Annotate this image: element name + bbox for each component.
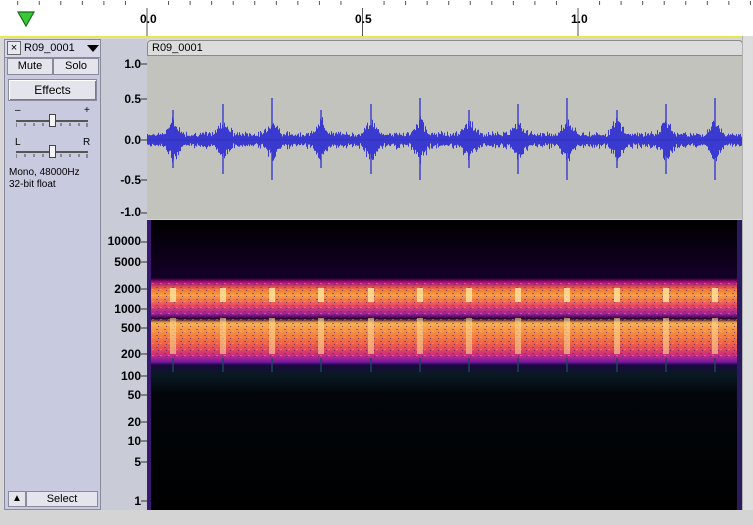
- spectrogram-pulse-tail: [665, 358, 667, 372]
- spectrogram-pulse-tail: [370, 358, 372, 372]
- spectrogram-pulse-lower: [417, 318, 423, 354]
- gain-minus-label: –: [15, 105, 21, 116]
- spectro-scale-label: 10: [127, 434, 141, 448]
- spectrogram-pulse-upper: [712, 288, 718, 302]
- timeline-ruler[interactable]: 0.0 0.5 1.0: [0, 0, 753, 37]
- track-focus-border: [0, 36, 753, 38]
- spectrogram-pulse-upper: [663, 288, 669, 302]
- spectrogram-pulse-lower: [564, 318, 570, 354]
- spectrogram-pulse-tail: [271, 358, 273, 372]
- track-format-info: Mono, 48000Hz: [9, 167, 80, 178]
- spectrogram-pulse-tail: [468, 358, 470, 372]
- spectrogram-pulse-lower: [663, 318, 669, 354]
- solo-button[interactable]: Solo: [53, 58, 99, 75]
- spectrogram-pulse-upper: [417, 288, 423, 302]
- track-bitdepth-info: 32-bit float: [9, 179, 56, 190]
- spectrogram-pulse-upper: [515, 288, 521, 302]
- spectrogram-pulse-lower: [318, 318, 324, 354]
- clip-title: R09_0001: [152, 42, 203, 54]
- pan-right-label: R: [83, 137, 91, 148]
- ruler-tick-label-2: 1.0: [571, 12, 588, 26]
- waveform-graphic: [147, 98, 743, 180]
- mute-button[interactable]: Mute: [7, 58, 53, 75]
- spectrogram-pulse-upper: [269, 288, 275, 302]
- spectro-scale-label: 10000: [107, 234, 141, 248]
- spectro-scale-label: 2000: [114, 282, 141, 296]
- spectrogram-pulse-tail: [517, 358, 519, 372]
- select-track-button[interactable]: Select: [26, 491, 98, 507]
- spectro-scale-label: 1000: [114, 302, 141, 316]
- spectrogram-pulse-tail: [714, 358, 716, 372]
- vertical-ruler-ticks: [141, 63, 147, 502]
- track-menu-dropdown-icon[interactable]: [87, 45, 99, 52]
- wave-scale-label: 1.0: [124, 57, 141, 71]
- spectrogram-pulse-tail: [320, 358, 322, 372]
- bottom-strip: [0, 510, 753, 525]
- spectrogram-pulse-tail: [616, 358, 618, 372]
- spectrogram-pulse-upper: [564, 288, 570, 302]
- ruler-tick-label-0: 0.0: [140, 12, 157, 26]
- spectrogram-pulse-lower: [614, 318, 620, 354]
- collapse-track-button[interactable]: ▲: [8, 491, 26, 507]
- waveform-display[interactable]: [147, 56, 743, 219]
- clip-titlebar[interactable]: R09_0001: [147, 40, 743, 56]
- close-track-button[interactable]: ×: [7, 41, 21, 55]
- spectrogram-pulse-lower: [515, 318, 521, 354]
- spectrogram-pulse-tail: [566, 358, 568, 372]
- wave-scale-label: 0.5: [124, 92, 141, 106]
- vertical-ruler[interactable]: 1.0 0.5 0.0 -0.5 -1.0 10000 5000 2000 10…: [101, 39, 147, 510]
- play-position-marker-icon[interactable]: [15, 8, 37, 30]
- spectrogram-pulse-lower: [170, 318, 176, 354]
- spectro-scale-label: 1: [134, 494, 141, 508]
- gain-plus-label: +: [84, 105, 90, 116]
- spectrogram-pulse-lower: [466, 318, 472, 354]
- spectrogram-pulse-upper: [368, 288, 374, 302]
- spectrogram-pulse-lower: [220, 318, 226, 354]
- wave-scale-label: 0.0: [124, 133, 141, 147]
- spectrogram-pulse-upper: [220, 288, 226, 302]
- spectrogram-display[interactable]: [147, 220, 743, 510]
- spectrogram-pulse-upper: [170, 288, 176, 302]
- spectro-scale-label: 5: [134, 455, 141, 469]
- track-name-label[interactable]: R09_0001: [24, 42, 75, 54]
- spectrogram-pulse-upper: [318, 288, 324, 302]
- spectrogram-pulse-upper: [466, 288, 472, 302]
- spectrogram-pulse-tail: [419, 358, 421, 372]
- spectrogram-graphic: [147, 220, 743, 510]
- spectrogram-pulse-tail: [172, 358, 174, 372]
- track-titlebar: × R09_0001: [5, 40, 100, 58]
- pan-left-label: L: [15, 137, 21, 148]
- effects-button[interactable]: Effects: [8, 79, 97, 101]
- spectro-scale-label: 20: [127, 415, 141, 429]
- spectro-scale-label: 500: [120, 321, 141, 335]
- pan-slider-thumb[interactable]: [49, 145, 56, 158]
- wave-scale-label: -1.0: [120, 205, 141, 219]
- spectro-scale-label: 100: [120, 369, 141, 383]
- spectrogram-pulse-tail: [222, 358, 224, 372]
- vertical-scrollbar[interactable]: [742, 36, 753, 510]
- spectrogram-pulse-lower: [712, 318, 718, 354]
- spectro-scale-label: 50: [127, 388, 141, 402]
- spectrogram-pulse-lower: [368, 318, 374, 354]
- spectrogram-pulse-lower: [269, 318, 275, 354]
- timeline-ruler-graphic: 0.0 0.5 1.0: [17, 1, 751, 36]
- track-control-panel[interactable]: × R09_0001 Mute Solo Effects – + L R Mon…: [4, 39, 101, 510]
- ruler-tick-label-1: 0.5: [355, 12, 372, 26]
- wave-scale-label: -0.5: [120, 173, 141, 187]
- spectrogram-pulse-upper: [614, 288, 620, 302]
- gain-slider-thumb[interactable]: [49, 114, 56, 127]
- spectro-scale-label: 5000: [114, 255, 141, 269]
- spectro-scale-label: 200: [120, 347, 141, 361]
